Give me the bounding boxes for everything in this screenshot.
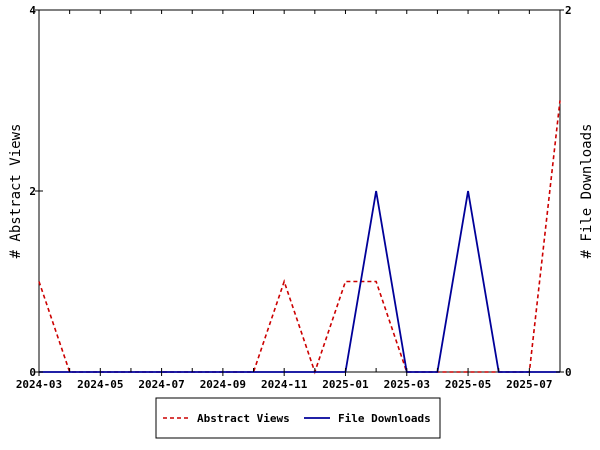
- x-tick-label: 2024-03: [16, 378, 62, 391]
- series-line-file-downloads: [39, 190, 560, 373]
- legend: Abstract Views File Downloads: [155, 397, 441, 439]
- y-left-tick-label: 0: [29, 366, 36, 379]
- x-tick-label: 2025-03: [384, 378, 430, 391]
- x-tick-label: 2025-05: [445, 378, 491, 391]
- legend-box: [155, 397, 441, 439]
- y-right-tick-label: 2: [565, 4, 572, 17]
- x-tick-label: 2025-01: [322, 378, 369, 391]
- x-tick-label: 2024-07: [138, 378, 184, 391]
- x-tick-label: 2024-11: [261, 378, 308, 391]
- plot-area: [38, 9, 561, 373]
- x-tick-label: 2025-07: [506, 378, 552, 391]
- plot-frame: [38, 9, 561, 373]
- series-line-abstract-views: [38, 100, 561, 375]
- series-layer: [38, 100, 561, 375]
- axes-layer: 2024-03 2024-05 2024-07 2024-09 2024-11 2025-…: [8, 4, 595, 391]
- y-left-axis-title: # Abstract Views: [8, 124, 24, 259]
- x-tick-label: 2024-09: [200, 378, 246, 391]
- legend-label: Abstract Views: [197, 412, 290, 425]
- y-right-tick-label: 0: [565, 366, 572, 379]
- x-tick-label: 2024-05: [77, 378, 123, 391]
- y-left-tick-label: 2: [29, 185, 36, 198]
- y-right-axis-title: # File Downloads: [579, 124, 595, 259]
- legend-label: File Downloads: [338, 412, 431, 425]
- y-left-tick-label: 4: [29, 4, 36, 17]
